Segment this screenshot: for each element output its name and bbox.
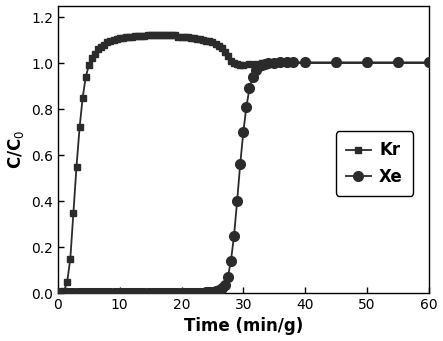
Kr bbox=[55, 291, 61, 295]
Xe bbox=[278, 60, 283, 64]
Xe bbox=[157, 291, 163, 295]
Line: Kr: Kr bbox=[54, 32, 432, 297]
Kr bbox=[129, 34, 135, 39]
Xe bbox=[71, 291, 76, 295]
Kr bbox=[207, 40, 212, 44]
Kr bbox=[426, 61, 431, 65]
Kr bbox=[145, 33, 150, 38]
Xe bbox=[225, 275, 230, 279]
Legend: Kr, Xe: Kr, Xe bbox=[336, 132, 413, 196]
Xe bbox=[176, 291, 181, 295]
Kr bbox=[182, 35, 187, 39]
Xe bbox=[55, 291, 61, 295]
Xe bbox=[96, 291, 101, 295]
Kr bbox=[108, 39, 113, 43]
X-axis label: Time (min/g): Time (min/g) bbox=[184, 317, 303, 336]
Xe bbox=[132, 291, 138, 295]
Kr bbox=[86, 63, 92, 68]
Kr bbox=[198, 37, 203, 41]
Y-axis label: C/C$_0$: C/C$_0$ bbox=[6, 130, 26, 169]
Xe bbox=[426, 60, 431, 64]
Line: Xe: Xe bbox=[53, 58, 434, 298]
